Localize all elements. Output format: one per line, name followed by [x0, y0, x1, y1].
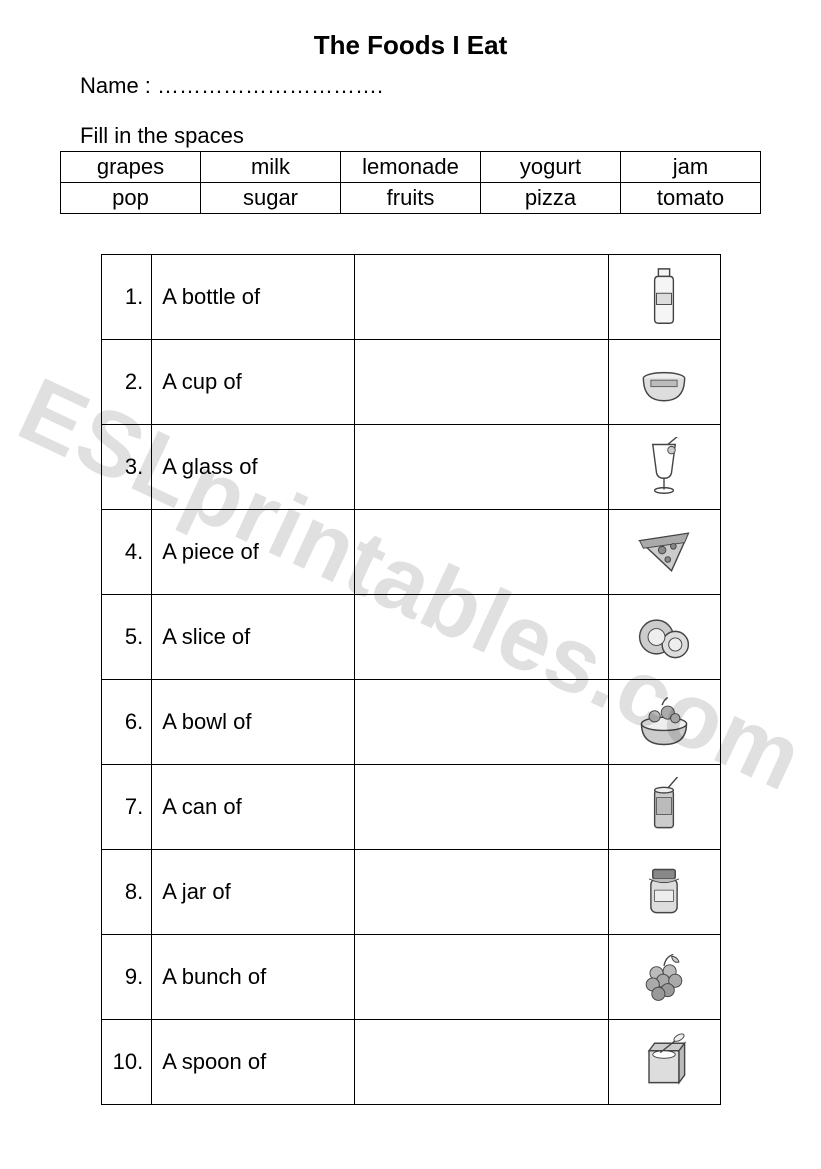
answer-blank[interactable] — [355, 680, 609, 765]
bowl-icon — [608, 680, 720, 765]
exercise-row: 6.A bowl of — [101, 680, 720, 765]
exercise-table: 1.A bottle of2.A cup of3.A glass of4.A p… — [101, 254, 721, 1105]
word-bank-row: pop sugar fruits pizza tomato — [61, 183, 761, 214]
row-number: 5. — [101, 595, 152, 680]
word-bank-table: grapes milk lemonade yogurt jam pop suga… — [60, 151, 761, 214]
row-prompt: A cup of — [152, 340, 355, 425]
row-prompt: A glass of — [152, 425, 355, 510]
row-prompt: A bowl of — [152, 680, 355, 765]
row-prompt: A can of — [152, 765, 355, 850]
can-icon — [608, 765, 720, 850]
word-bank-cell: sugar — [201, 183, 341, 214]
answer-blank[interactable] — [355, 1020, 609, 1105]
sugar-icon — [608, 1020, 720, 1105]
word-bank-cell: tomato — [621, 183, 761, 214]
exercise-row: 5.A slice of — [101, 595, 720, 680]
row-prompt: A piece of — [152, 510, 355, 595]
answer-blank[interactable] — [355, 510, 609, 595]
exercise-row: 8.A jar of — [101, 850, 720, 935]
cup-icon — [608, 340, 720, 425]
row-number: 1. — [101, 255, 152, 340]
answer-blank[interactable] — [355, 765, 609, 850]
jar-icon — [608, 850, 720, 935]
exercise-row: 4.A piece of — [101, 510, 720, 595]
row-prompt: A slice of — [152, 595, 355, 680]
word-bank-cell: jam — [621, 152, 761, 183]
word-bank-cell: milk — [201, 152, 341, 183]
row-number: 8. — [101, 850, 152, 935]
row-number: 6. — [101, 680, 152, 765]
exercise-row: 1.A bottle of — [101, 255, 720, 340]
word-bank-cell: lemonade — [341, 152, 481, 183]
row-number: 9. — [101, 935, 152, 1020]
answer-blank[interactable] — [355, 255, 609, 340]
name-field-label: Name : …………………………. — [60, 73, 761, 99]
word-bank-cell: pop — [61, 183, 201, 214]
word-bank-cell: yogurt — [481, 152, 621, 183]
exercise-row: 7.A can of — [101, 765, 720, 850]
instruction-text: Fill in the spaces — [60, 123, 761, 149]
answer-blank[interactable] — [355, 340, 609, 425]
pizza-icon — [608, 510, 720, 595]
bottle-icon — [608, 255, 720, 340]
row-number: 7. — [101, 765, 152, 850]
word-bank-row: grapes milk lemonade yogurt jam — [61, 152, 761, 183]
answer-blank[interactable] — [355, 935, 609, 1020]
tomato-icon — [608, 595, 720, 680]
word-bank-cell: pizza — [481, 183, 621, 214]
row-number: 2. — [101, 340, 152, 425]
row-prompt: A bottle of — [152, 255, 355, 340]
answer-blank[interactable] — [355, 425, 609, 510]
word-bank-cell: fruits — [341, 183, 481, 214]
exercise-row: 9.A bunch of — [101, 935, 720, 1020]
row-number: 10. — [101, 1020, 152, 1105]
word-bank-cell: grapes — [61, 152, 201, 183]
exercise-row: 10.A spoon of — [101, 1020, 720, 1105]
page-title: The Foods I Eat — [60, 30, 761, 61]
exercise-row: 3.A glass of — [101, 425, 720, 510]
exercise-row: 2.A cup of — [101, 340, 720, 425]
glass-icon — [608, 425, 720, 510]
row-prompt: A bunch of — [152, 935, 355, 1020]
grapes-icon — [608, 935, 720, 1020]
row-prompt: A jar of — [152, 850, 355, 935]
row-prompt: A spoon of — [152, 1020, 355, 1105]
row-number: 4. — [101, 510, 152, 595]
row-number: 3. — [101, 425, 152, 510]
answer-blank[interactable] — [355, 595, 609, 680]
answer-blank[interactable] — [355, 850, 609, 935]
